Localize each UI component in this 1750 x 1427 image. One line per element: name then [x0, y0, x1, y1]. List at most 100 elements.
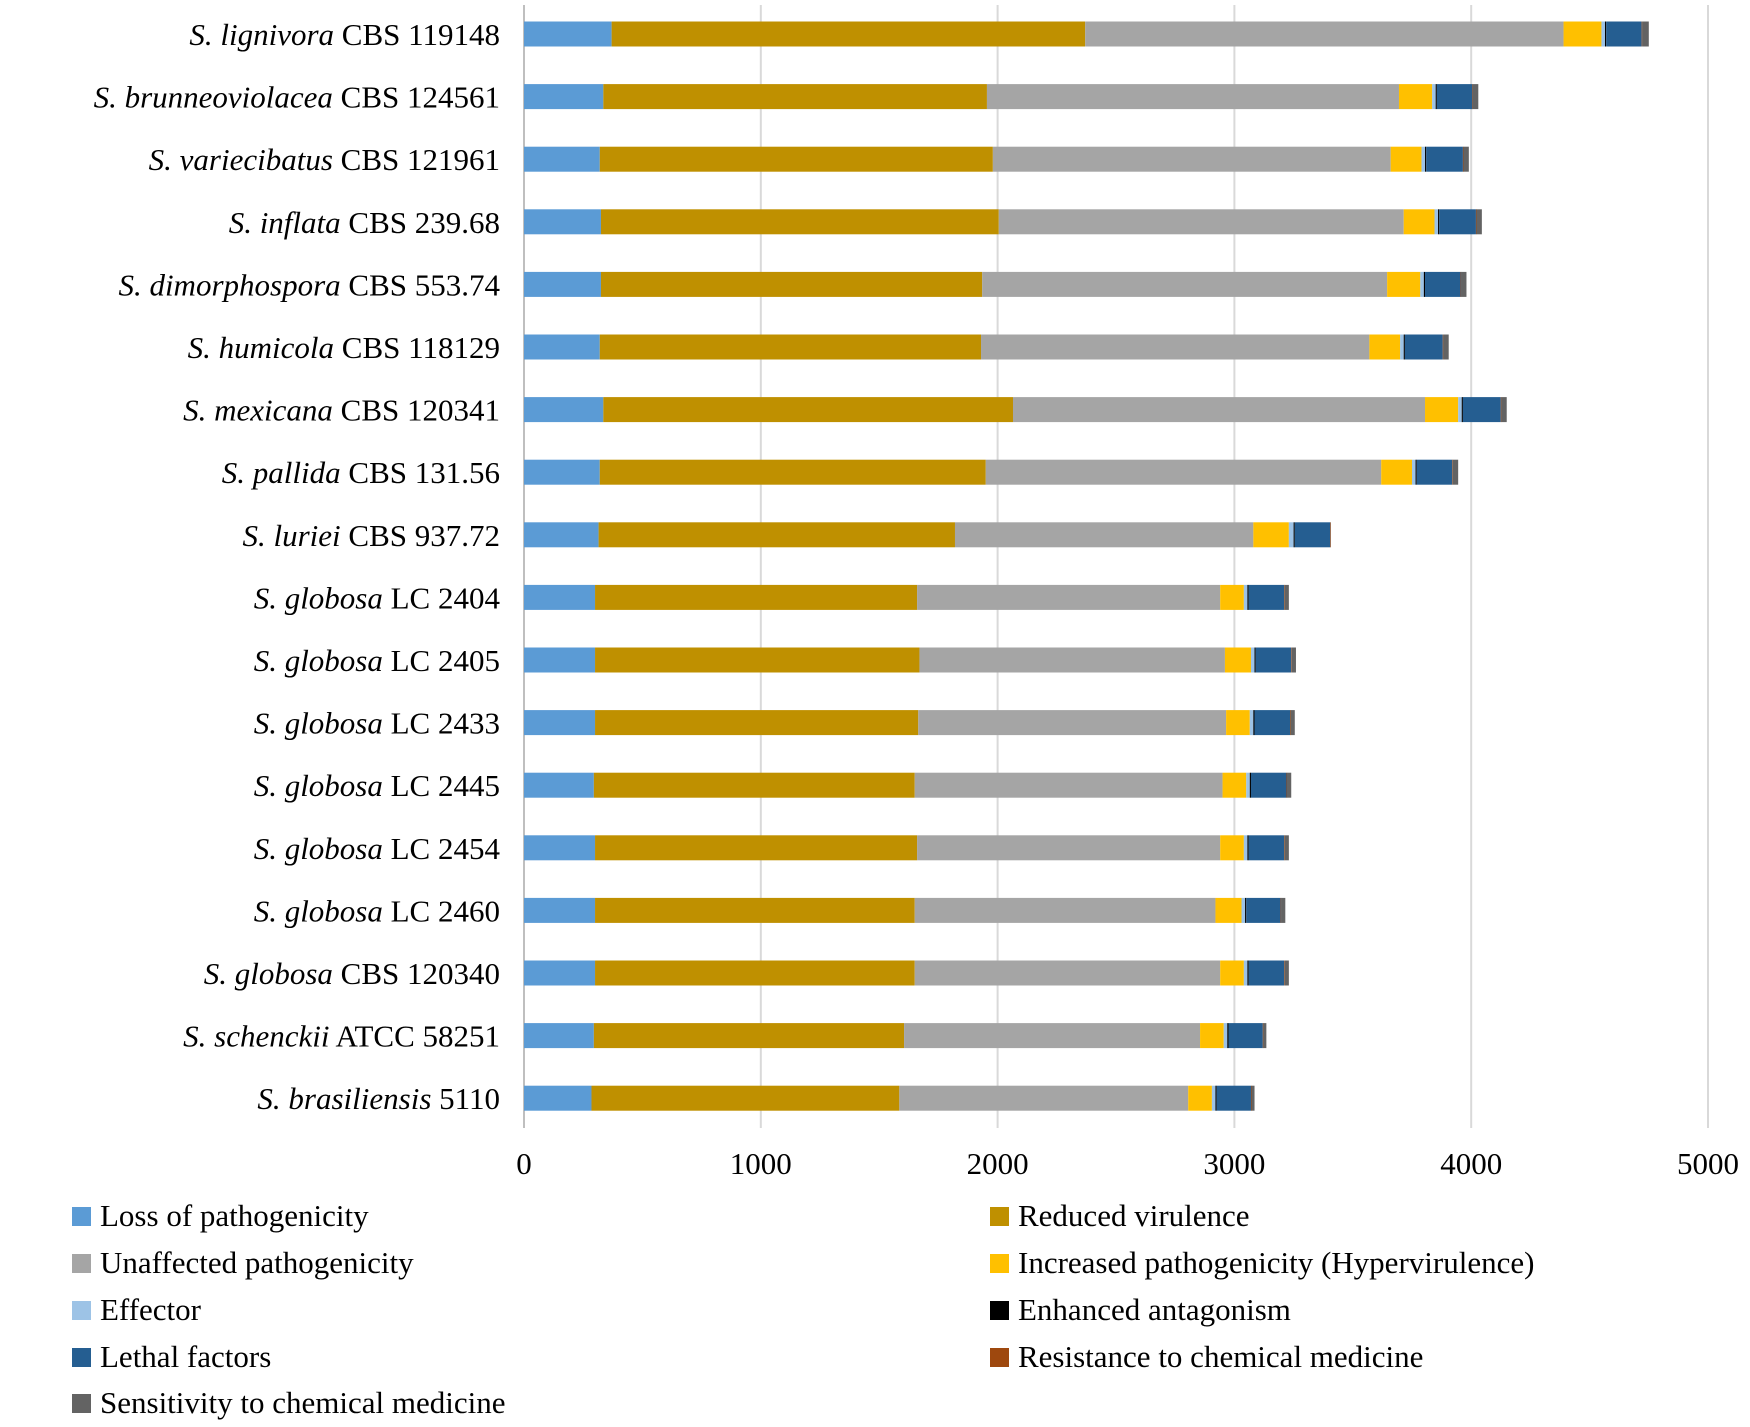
- bar-segment: [524, 397, 604, 423]
- bar-segment: [1426, 146, 1463, 172]
- bar-segment: [595, 897, 915, 923]
- gridlines: [523, 5, 1709, 1128]
- bar-segment: [1085, 21, 1564, 47]
- bar-segment: [1246, 772, 1250, 798]
- bar-segment: [603, 397, 1013, 423]
- bar-segment: [1436, 84, 1473, 110]
- bar-segment: [1220, 584, 1244, 610]
- bar-segment: [595, 960, 915, 986]
- bar-segment: [1262, 1023, 1264, 1049]
- bar-segment: [917, 584, 1221, 610]
- category-label: S. dimorphospora CBS 553.74: [118, 267, 500, 302]
- bar-segment: [1403, 334, 1405, 360]
- bar-segment: [524, 1023, 594, 1049]
- bar-segment: [1253, 710, 1255, 736]
- bar-segment: [600, 209, 999, 235]
- bar-segment: [1243, 960, 1248, 986]
- bar-series: [524, 21, 1649, 1111]
- bar-segment: [1254, 710, 1291, 736]
- x-tick-label: 1000: [730, 1146, 792, 1181]
- bar-segment: [1286, 772, 1292, 798]
- bar-segment: [1458, 397, 1462, 423]
- bar-segment: [524, 897, 596, 923]
- bar-segment: [1251, 1085, 1255, 1111]
- bar-segment: [1248, 835, 1285, 861]
- bar-segment: [1642, 21, 1649, 47]
- bar-segment: [1387, 271, 1421, 297]
- bar-segment: [1263, 1023, 1267, 1049]
- bar-segment: [917, 835, 1221, 861]
- bar-segment: [1281, 897, 1286, 923]
- category-label: S. schenckii ATCC 58251: [183, 1019, 500, 1054]
- bar-segment: [524, 835, 596, 861]
- bar-segment: [1421, 146, 1426, 172]
- bar-segment: [1291, 647, 1292, 673]
- bar-segment: [1254, 647, 1256, 673]
- bar-segment: [986, 84, 1399, 110]
- bar-segment: [1604, 21, 1607, 47]
- bar-segment: [1443, 334, 1449, 360]
- bar-segment: [595, 835, 918, 861]
- bar-segment: [599, 459, 986, 485]
- bar-segment: [1434, 209, 1439, 235]
- category-label: S. humicola CBS 118129: [188, 330, 500, 365]
- bar-segment: [524, 209, 601, 235]
- x-tick-label: 0: [516, 1146, 532, 1181]
- bar-segment: [595, 584, 918, 610]
- bar-segment: [1563, 21, 1602, 47]
- category-label: S. inflata CBS 239.68: [229, 205, 500, 240]
- bar-segment: [1250, 1085, 1252, 1111]
- bar-segment: [985, 459, 1382, 485]
- category-label: S. variecibatus CBS 121961: [149, 142, 500, 177]
- category-label: S. pallida CBS 131.56: [222, 455, 500, 490]
- bar-segment: [524, 1085, 592, 1111]
- bar-segment: [1641, 21, 1643, 47]
- bar-segment: [998, 209, 1404, 235]
- legend-swatch: [72, 1348, 91, 1367]
- bar-segment: [1442, 334, 1444, 360]
- bar-segment: [593, 1023, 905, 1049]
- bar-segment: [1188, 1085, 1212, 1111]
- bar-segment: [524, 772, 594, 798]
- legend-swatch: [72, 1207, 91, 1226]
- bar-segment: [1290, 710, 1295, 736]
- bar-segment: [1227, 1023, 1229, 1049]
- bar-segment: [1280, 897, 1282, 923]
- bar-segment: [1243, 835, 1248, 861]
- bar-segment: [1476, 209, 1482, 235]
- bar-segment: [982, 271, 1388, 297]
- bar-segment: [1435, 84, 1437, 110]
- bar-segment: [1215, 1085, 1217, 1111]
- bar-segment: [595, 710, 919, 736]
- x-tick-label: 3000: [1203, 1146, 1265, 1181]
- bar-segment: [1439, 209, 1476, 235]
- category-label: S. mexicana CBS 120341: [183, 393, 500, 428]
- bar-segment: [524, 146, 600, 172]
- bar-segment: [524, 522, 599, 548]
- bar-segment: [1501, 397, 1507, 423]
- bar-segment: [1220, 835, 1244, 861]
- bar-segment: [524, 960, 596, 986]
- bar-segment: [1245, 897, 1247, 923]
- category-label: S. globosa LC 2433: [254, 706, 500, 741]
- bar-segment: [1284, 960, 1289, 986]
- category-label: S. globosa CBS 120340: [204, 956, 500, 991]
- bar-segment: [1472, 84, 1473, 110]
- bar-segment: [1461, 397, 1463, 423]
- bar-segment: [899, 1085, 1189, 1111]
- bar-segment: [1200, 1023, 1224, 1049]
- bar-segment: [1247, 584, 1249, 610]
- category-labels: S. lignivora CBS 119148 S. brunneoviolace…: [94, 17, 501, 1116]
- bar-segment: [914, 960, 1221, 986]
- bar-segment: [918, 710, 1227, 736]
- bar-segment: [1248, 960, 1285, 986]
- bar-segment: [1462, 146, 1464, 172]
- legend-label: Increased pathogenicity (Hypervirulence): [1018, 1245, 1534, 1280]
- bar-segment: [1475, 209, 1477, 235]
- bar-segment: [1247, 835, 1249, 861]
- bar-segment: [1284, 584, 1289, 610]
- bar-segment: [1284, 584, 1285, 610]
- bar-segment: [591, 1085, 900, 1111]
- x-tick-label: 4000: [1440, 1146, 1502, 1181]
- bar-segment: [599, 334, 982, 360]
